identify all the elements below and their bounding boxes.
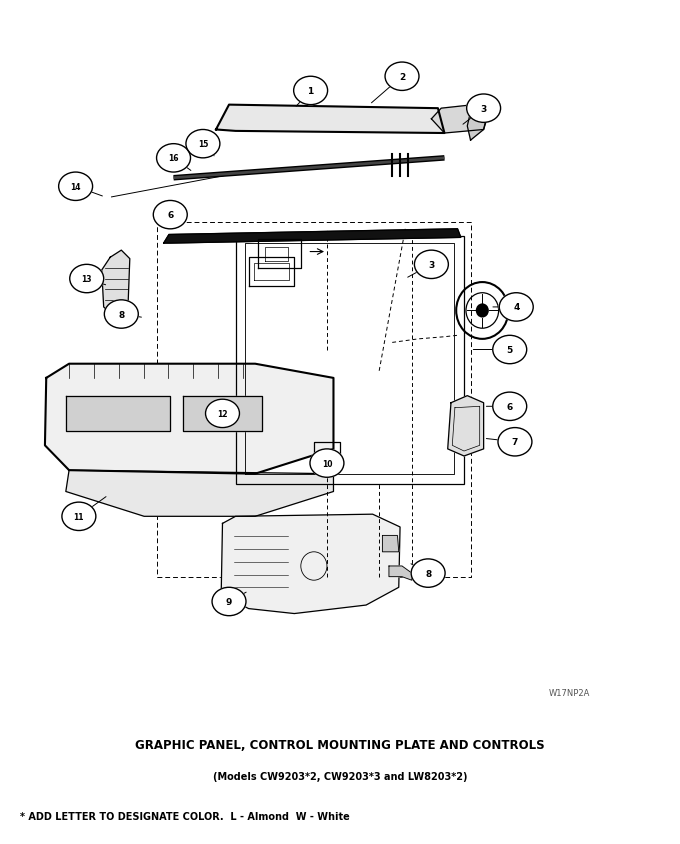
Text: 13: 13 [82, 274, 92, 284]
Text: 7: 7 [512, 438, 518, 446]
Circle shape [476, 304, 489, 318]
Ellipse shape [411, 560, 445, 587]
Ellipse shape [498, 428, 532, 457]
Text: 4: 4 [513, 303, 520, 312]
Ellipse shape [310, 449, 344, 478]
Text: 6: 6 [167, 211, 173, 220]
Text: GRAPHIC PANEL, CONTROL MOUNTING PLATE AND CONTROLS: GRAPHIC PANEL, CONTROL MOUNTING PLATE AN… [135, 738, 545, 750]
Ellipse shape [466, 95, 500, 123]
Ellipse shape [212, 587, 246, 616]
Ellipse shape [156, 144, 190, 173]
Text: 8: 8 [118, 310, 124, 319]
Ellipse shape [205, 400, 239, 428]
Polygon shape [221, 515, 400, 614]
Ellipse shape [186, 130, 220, 159]
Text: 11: 11 [73, 512, 84, 522]
Ellipse shape [153, 201, 187, 230]
Text: 15: 15 [198, 140, 208, 149]
Text: 2: 2 [399, 73, 405, 82]
Ellipse shape [493, 392, 527, 421]
Polygon shape [66, 396, 170, 431]
Text: 12: 12 [217, 409, 228, 419]
Text: 6: 6 [507, 403, 513, 411]
Polygon shape [102, 251, 130, 318]
Polygon shape [184, 396, 262, 431]
Text: * ADD LETTER TO DESIGNATE COLOR.  L - Almond  W - White: * ADD LETTER TO DESIGNATE COLOR. L - Alm… [20, 811, 350, 821]
Polygon shape [45, 365, 333, 474]
Ellipse shape [385, 63, 419, 91]
Polygon shape [382, 536, 398, 552]
Text: 3: 3 [481, 105, 487, 114]
Ellipse shape [493, 336, 527, 365]
Polygon shape [447, 396, 483, 457]
Text: 5: 5 [507, 345, 513, 354]
Ellipse shape [62, 502, 96, 531]
Text: 1: 1 [307, 87, 313, 96]
Polygon shape [164, 230, 461, 244]
Polygon shape [216, 106, 445, 134]
Polygon shape [389, 566, 412, 581]
Ellipse shape [499, 294, 533, 322]
Ellipse shape [414, 251, 448, 279]
Ellipse shape [58, 173, 92, 201]
Text: 3: 3 [428, 261, 435, 269]
Polygon shape [66, 471, 333, 517]
Text: 9: 9 [226, 598, 232, 606]
Ellipse shape [70, 265, 103, 294]
Text: 8: 8 [425, 569, 431, 578]
Text: 10: 10 [322, 459, 333, 468]
Ellipse shape [294, 77, 328, 106]
Text: (Models CW9203*2, CW9203*3 and LW8203*2): (Models CW9203*2, CW9203*3 and LW8203*2) [213, 771, 467, 781]
Text: 16: 16 [168, 154, 179, 163]
Polygon shape [431, 106, 487, 134]
Text: W17NP2A: W17NP2A [549, 689, 590, 697]
Polygon shape [467, 109, 487, 141]
Ellipse shape [104, 300, 138, 329]
Text: 14: 14 [70, 182, 81, 192]
